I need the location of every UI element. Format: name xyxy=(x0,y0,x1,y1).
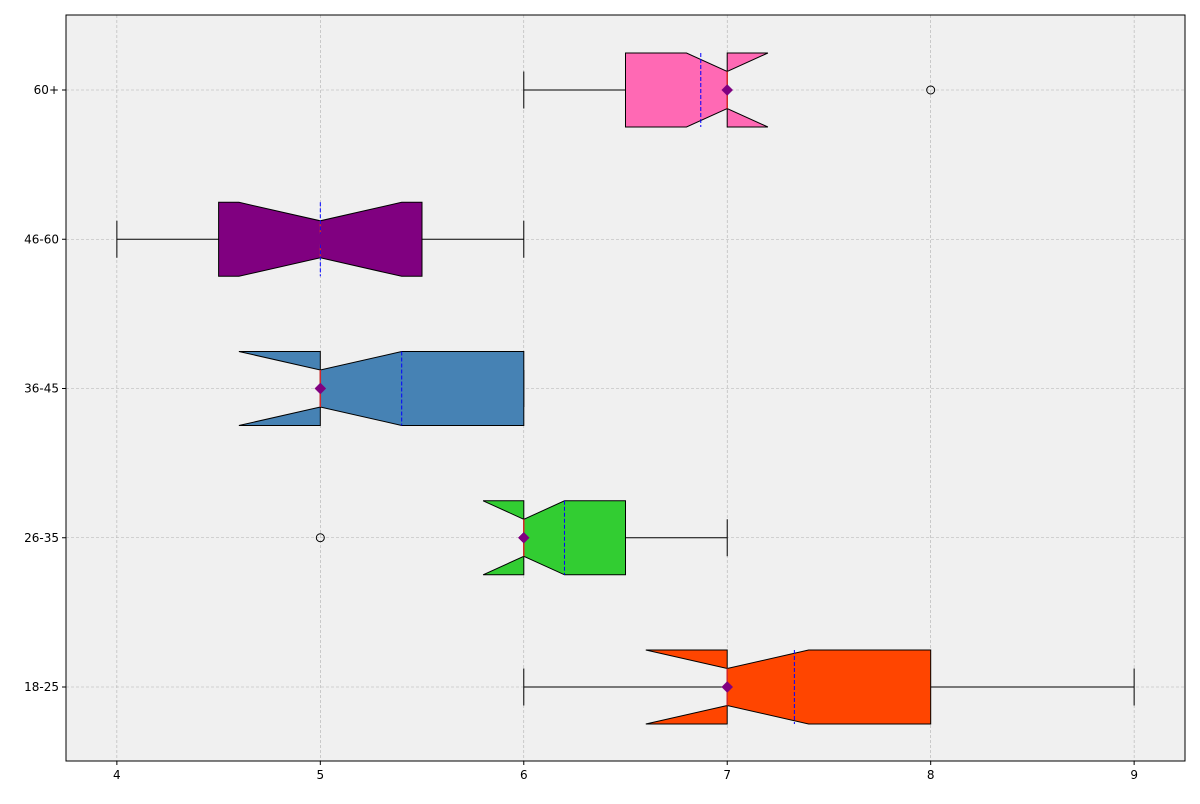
x-tick-label: 9 xyxy=(1130,768,1138,782)
y-tick-label: 36-45 xyxy=(24,382,59,396)
x-tick-label: 6 xyxy=(520,768,528,782)
y-tick-label: 60+ xyxy=(34,83,59,97)
x-tick-label: 4 xyxy=(113,768,121,782)
plot-area-background xyxy=(66,15,1185,761)
boxes-layer xyxy=(116,52,1135,725)
mean-marker xyxy=(721,84,734,96)
box-group-26-35 xyxy=(315,500,728,576)
mean-marker xyxy=(314,382,327,395)
notched-box xyxy=(625,52,769,128)
box-group-60+ xyxy=(523,52,936,128)
outlier-point xyxy=(926,85,936,95)
mean-marker xyxy=(314,233,327,246)
box-group-18-25 xyxy=(523,649,1135,725)
x-tick-label: 5 xyxy=(316,768,324,782)
outlier-point xyxy=(315,533,325,543)
y-tick-label: 26-35 xyxy=(24,531,59,545)
mean-marker xyxy=(721,681,734,693)
mean-marker xyxy=(517,531,530,544)
x-tick-label: 8 xyxy=(927,768,935,782)
notched-box xyxy=(238,351,525,426)
y-axis-ticks: 18-25 26-35 36-45 46-60 60+ xyxy=(24,83,66,694)
y-tick-label: 46-60 xyxy=(24,232,59,246)
box-group-36-45 xyxy=(238,351,525,426)
notched-box xyxy=(482,500,626,576)
box-group-46-60 xyxy=(116,201,525,277)
x-tick-label: 7 xyxy=(723,768,731,782)
notched-box xyxy=(645,649,932,725)
y-tick-label: 18-25 xyxy=(24,680,59,694)
x-axis-ticks: 4 5 6 7 8 9 xyxy=(113,761,1138,782)
